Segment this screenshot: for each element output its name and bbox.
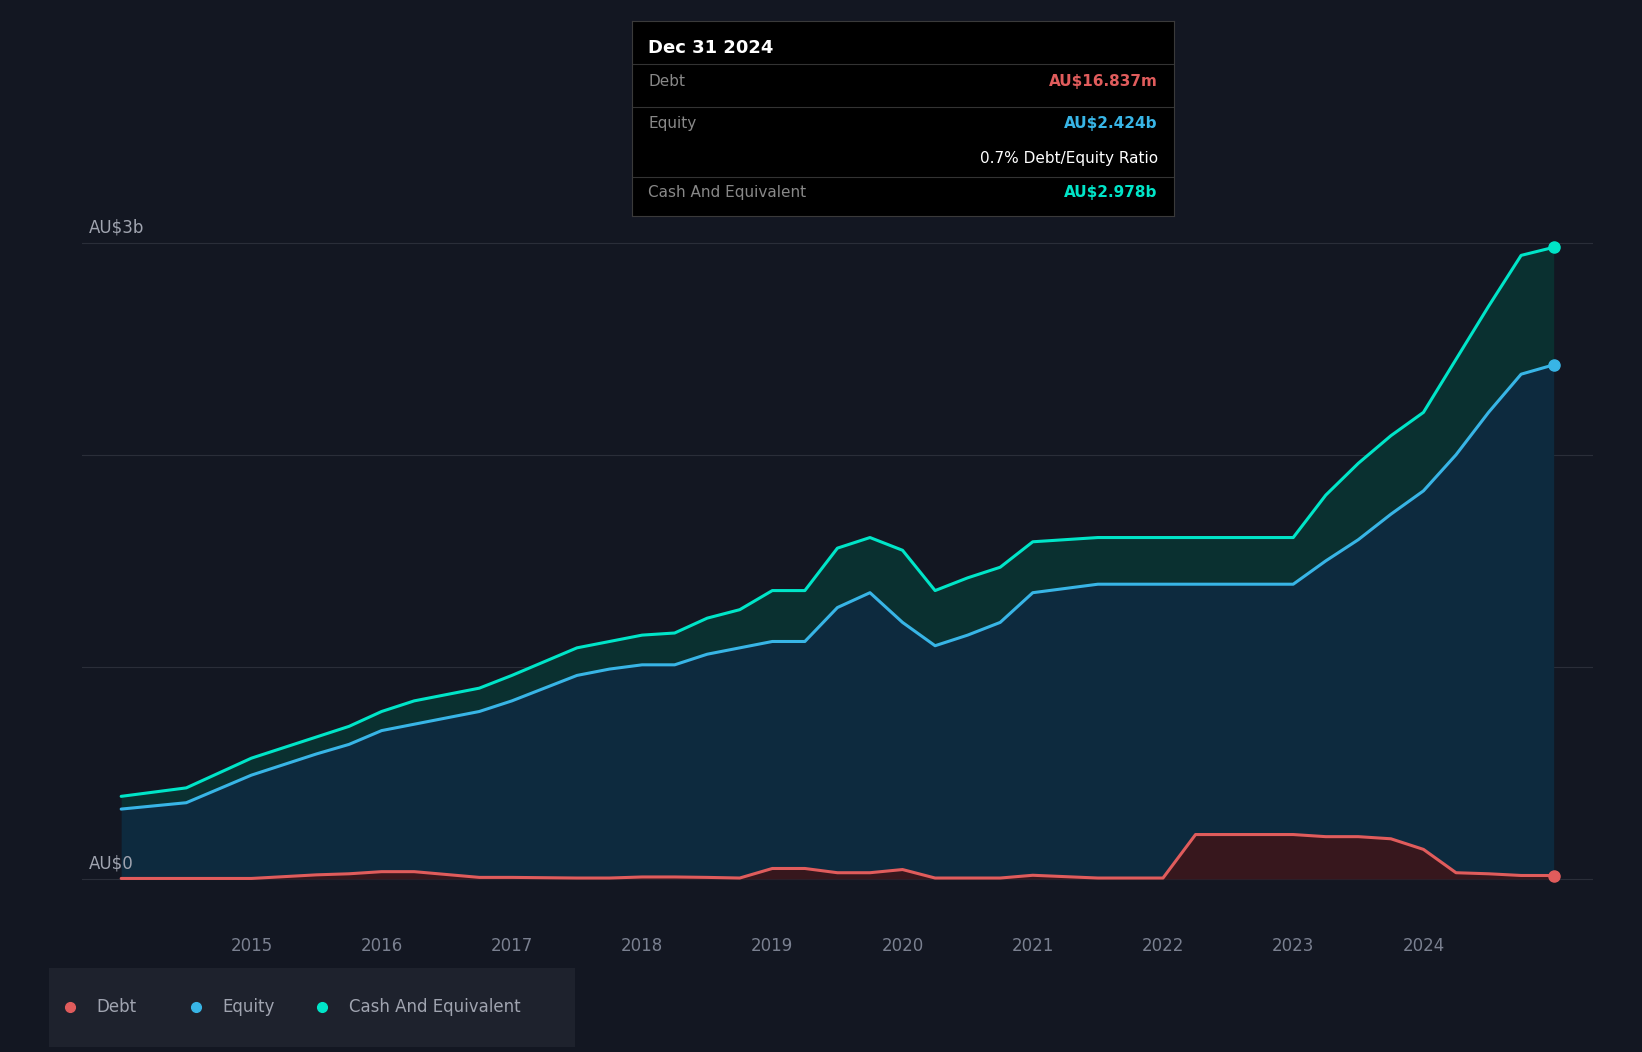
Text: AU$2.978b: AU$2.978b [1064,184,1158,200]
Text: Debt: Debt [97,998,136,1016]
Text: AU$16.837m: AU$16.837m [1049,74,1158,88]
Text: Cash And Equivalent: Cash And Equivalent [348,998,521,1016]
Text: Equity: Equity [649,117,696,132]
Text: Cash And Equivalent: Cash And Equivalent [649,184,806,200]
Text: AU$0: AU$0 [89,854,133,873]
Text: Equity: Equity [223,998,274,1016]
Text: Dec 31 2024: Dec 31 2024 [649,39,773,57]
Text: AU$3b: AU$3b [89,219,144,237]
Text: AU$2.424b: AU$2.424b [1064,117,1158,132]
Text: Debt: Debt [649,74,685,88]
Text: 0.7% Debt/Equity Ratio: 0.7% Debt/Equity Ratio [980,151,1158,166]
